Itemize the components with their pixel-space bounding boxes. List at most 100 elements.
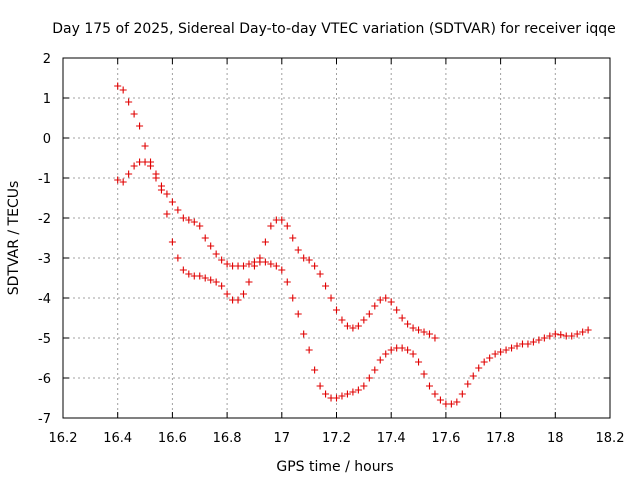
data-point: [289, 234, 297, 242]
data-point: [261, 258, 269, 266]
data-point: [464, 380, 472, 388]
y-tick-label: -6: [38, 372, 51, 387]
data-point: [453, 398, 461, 406]
data-point: [245, 260, 253, 268]
data-point: [540, 334, 548, 342]
data-point: [207, 276, 215, 284]
data-point: [382, 294, 390, 302]
data-point: [376, 296, 384, 304]
data-point: [349, 388, 357, 396]
data-point: [431, 334, 439, 342]
data-point: [125, 98, 133, 106]
data-point: [212, 278, 220, 286]
data-point: [529, 338, 537, 346]
x-tick-label: 18: [547, 431, 564, 446]
data-point: [283, 278, 291, 286]
data-point: [354, 322, 362, 330]
data-point: [201, 274, 209, 282]
data-point: [201, 234, 209, 242]
data-point: [218, 256, 226, 264]
data-point: [168, 198, 176, 206]
data-point: [278, 216, 286, 224]
data-point: [584, 326, 592, 334]
data-point: [316, 382, 324, 390]
data-point: [185, 270, 193, 278]
data-point: [294, 246, 302, 254]
x-tick-label: 17.4: [377, 431, 406, 446]
data-point: [294, 310, 302, 318]
data-point: [316, 270, 324, 278]
x-tick-label: 17: [274, 431, 291, 446]
data-point: [174, 206, 182, 214]
data-point: [283, 222, 291, 230]
y-tick-label: -2: [38, 212, 51, 227]
chart-title: Day 175 of 2025, Sidereal Day-to-day VTE…: [52, 21, 616, 37]
data-point: [376, 356, 384, 364]
data-point: [480, 358, 488, 366]
data-point: [119, 178, 127, 186]
data-point: [147, 162, 155, 170]
data-point: [436, 396, 444, 404]
data-point: [415, 358, 423, 366]
data-point: [218, 282, 226, 290]
data-point: [163, 210, 171, 218]
data-point: [415, 326, 423, 334]
data-points: [114, 82, 592, 408]
data-point: [338, 392, 346, 400]
data-point: [502, 346, 510, 354]
data-point: [387, 346, 395, 354]
data-point: [431, 390, 439, 398]
data-point: [535, 336, 543, 344]
data-point: [469, 372, 477, 380]
data-point: [447, 400, 455, 408]
data-point: [409, 324, 417, 332]
data-point: [398, 314, 406, 322]
data-point: [338, 316, 346, 324]
data-point: [168, 238, 176, 246]
y-tick-label: 0: [43, 132, 51, 147]
data-point: [404, 346, 412, 354]
data-point: [486, 354, 494, 362]
data-point: [425, 382, 433, 390]
series-track-a: [114, 82, 439, 342]
data-point: [524, 340, 532, 348]
data-point: [223, 260, 231, 268]
data-point: [300, 254, 308, 262]
data-point: [360, 382, 368, 390]
data-point: [196, 272, 204, 280]
data-point: [425, 330, 433, 338]
x-tick-label: 17.2: [322, 431, 351, 446]
axis-ticks: 16.2 16.4 16.6 16.8 17 17.2 17.4 17.6 17.8 18 18.2…: [38, 52, 624, 446]
data-point: [420, 328, 428, 336]
data-point: [349, 324, 357, 332]
data-point: [322, 390, 330, 398]
y-tick-label: 1: [43, 92, 51, 107]
data-point: [141, 142, 149, 150]
data-point: [398, 344, 406, 352]
data-point: [130, 110, 138, 118]
y-tick-label: -7: [38, 412, 51, 427]
data-point: [387, 298, 395, 306]
data-point: [240, 262, 248, 270]
data-point: [250, 262, 258, 270]
data-point: [179, 214, 187, 222]
y-axis-label: SDTVAR / TECUs: [6, 181, 22, 296]
data-point: [365, 374, 373, 382]
series-track-b: [114, 158, 592, 408]
x-tick-label: 16.4: [103, 431, 132, 446]
data-point: [311, 366, 319, 374]
data-point: [163, 190, 171, 198]
data-point: [240, 290, 248, 298]
y-tick-label: -3: [38, 252, 51, 267]
data-point: [513, 342, 521, 350]
data-point: [458, 390, 466, 398]
data-point: [546, 332, 554, 340]
data-point: [114, 82, 122, 90]
data-point: [354, 386, 362, 394]
data-point: [508, 344, 516, 352]
data-point: [300, 330, 308, 338]
data-point: [305, 256, 313, 264]
y-tick-label: -5: [38, 332, 51, 347]
data-point: [343, 390, 351, 398]
